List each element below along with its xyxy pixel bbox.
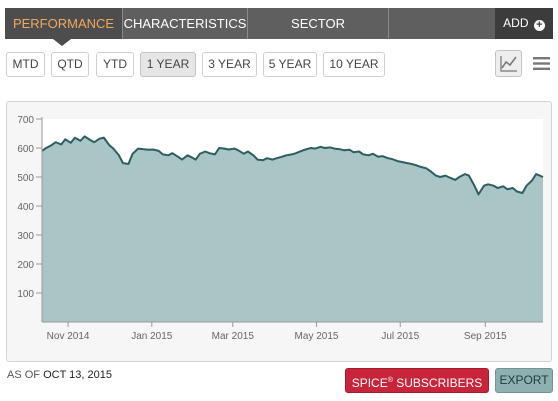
line-chart-icon — [500, 56, 517, 72]
series-line — [41, 135, 544, 196]
period-ytd-button[interactable]: YTD — [96, 52, 134, 77]
spice-subscribers-button[interactable]: SPICE® SUBSCRIBERS — [345, 368, 489, 393]
spice-label: SPICE — [351, 376, 388, 390]
active-tab-caret — [53, 39, 71, 46]
subscribers-label: SUBSCRIBERS — [396, 376, 483, 390]
export-button[interactable]: EXPORT — [495, 368, 553, 393]
y-tick-label: 300 — [17, 231, 34, 242]
period-5-year-button[interactable]: 5 YEAR — [263, 52, 317, 77]
x-tick-label: Jul 2015 — [381, 331, 419, 342]
tab-divider — [247, 8, 248, 39]
as-of-date: OCT 13, 2015 — [43, 369, 112, 381]
x-tick-label: Sep 2015 — [464, 331, 507, 342]
series-area — [42, 136, 543, 322]
plus-icon: + — [533, 20, 545, 31]
x-tick-label: Nov 2014 — [47, 331, 90, 342]
y-tick-label: 500 — [17, 173, 34, 184]
tab-performance[interactable]: PERFORMANCE — [5, 8, 122, 39]
tab-divider — [122, 8, 123, 39]
y-tick-label: 600 — [17, 144, 34, 155]
tab-sector-breakdown[interactable]: SECTOR BREAKDOWN — [275, 16, 361, 62]
performance-chart: 100 200 300 400 500 600 700 Nov 2014 Jan 2015 Mar… — [6, 101, 552, 362]
period-mtd-button[interactable]: MTD — [6, 52, 45, 77]
tab-divider — [388, 8, 389, 39]
y-tick-label: 100 — [17, 289, 34, 300]
table-view-button[interactable] — [528, 50, 555, 77]
tab-characteristics[interactable]: CHARACTERISTICS — [123, 16, 247, 31]
y-tick-label: 200 — [17, 260, 34, 271]
add-button-label: ADD — [503, 16, 529, 30]
tab-bar: PERFORMANCE CHARACTERISTICS SECTOR BREAK… — [5, 8, 553, 62]
period-10-year-button[interactable]: 10 YEAR — [323, 52, 385, 77]
add-button[interactable]: ADD + — [495, 8, 553, 39]
x-tick-label: Mar 2015 — [212, 331, 255, 342]
as-of-label: AS OF — [7, 369, 41, 381]
period-3-year-button[interactable]: 3 YEAR — [202, 52, 257, 77]
y-tick-label: 700 — [17, 115, 34, 126]
as-of-text: AS OF OCT 13, 2015 — [7, 369, 112, 381]
period-qtd-button[interactable]: QTD — [51, 52, 89, 77]
x-tick-label: May 2015 — [295, 331, 339, 342]
menu-icon — [533, 57, 550, 70]
period-1-year-button[interactable]: 1 YEAR — [140, 52, 196, 77]
performance-area-chart: 100 200 300 400 500 600 700 Nov 2014 Jan 2015 Mar… — [17, 115, 544, 342]
y-tick-label: 400 — [17, 202, 34, 213]
line-chart-view-button[interactable] — [495, 50, 522, 77]
registered-mark: ® — [387, 377, 393, 384]
x-tick-label: Jan 2015 — [131, 331, 173, 342]
